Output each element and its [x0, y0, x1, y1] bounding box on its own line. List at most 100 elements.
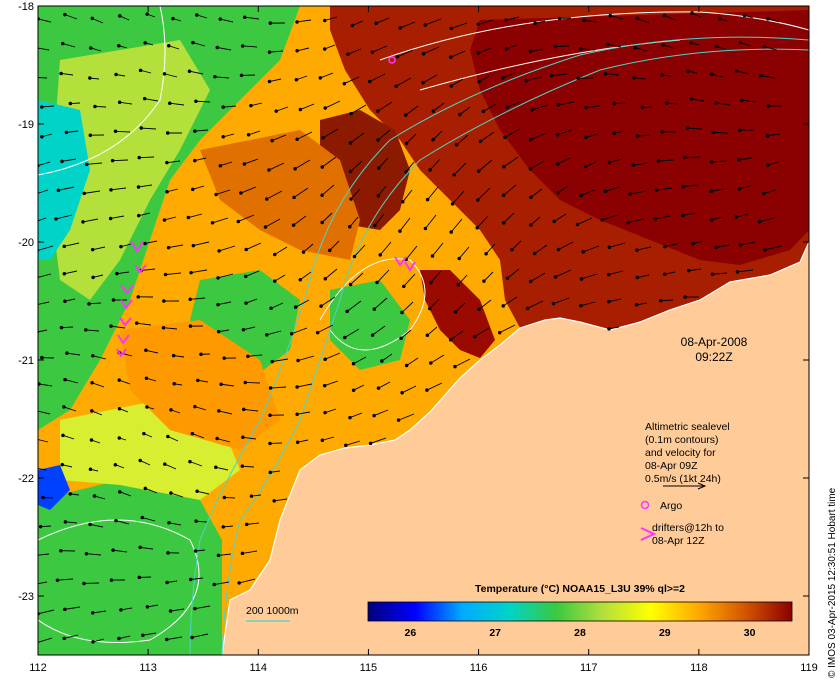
velocity-arrow-head	[582, 18, 586, 23]
velocity-arrow	[350, 104, 367, 115]
velocity-arrow-head	[237, 581, 241, 585]
velocity-arrow	[266, 330, 282, 336]
velocity-arrow-head	[346, 52, 350, 56]
velocity-arrow-head	[377, 166, 381, 170]
velocity-arrow-head	[449, 55, 453, 59]
velocity-arrow-head	[195, 13, 199, 17]
velocity-arrow-head	[63, 520, 68, 524]
velocity-arrow-head	[90, 247, 95, 252]
velocity-arrow-head	[142, 96, 147, 101]
velocity-arrow	[451, 78, 464, 87]
velocity-arrow	[317, 324, 334, 334]
velocity-arrow-head	[342, 335, 347, 340]
velocity-arrow-head	[249, 103, 253, 108]
velocity-arrow	[138, 212, 151, 217]
velocity-arrow	[166, 636, 183, 641]
velocity-arrow	[459, 106, 471, 116]
velocity-arrow-head	[218, 17, 223, 21]
velocity-arrow-head	[612, 131, 616, 136]
velocity-arrow-head	[38, 524, 43, 529]
velocity-arrow-head	[239, 73, 244, 78]
velocity-arrow-head	[90, 16, 95, 21]
sst-cyan-west	[38, 100, 90, 260]
velocity-arrow	[530, 188, 543, 198]
velocity-arrow	[531, 104, 549, 111]
velocity-arrow-head	[578, 47, 583, 51]
velocity-arrow-head	[370, 333, 375, 337]
velocity-arrow-head	[473, 334, 477, 339]
velocity-arrow	[399, 217, 411, 232]
velocity-arrow-head	[660, 73, 665, 77]
sst-blue-patch	[38, 465, 70, 510]
velocity-arrow	[422, 74, 438, 84]
velocity-arrow	[212, 217, 229, 224]
velocity-arrow-head	[212, 582, 216, 587]
velocity-arrow-head	[350, 23, 355, 28]
velocity-arrow	[164, 73, 178, 78]
velocity-arrow	[608, 270, 624, 276]
velocity-arrow	[324, 16, 338, 21]
velocity-arrow	[276, 106, 289, 112]
velocity-arrow	[478, 19, 494, 25]
drifter-marker	[134, 264, 147, 274]
velocity-arrow	[345, 440, 361, 446]
velocity-arrow	[215, 466, 229, 471]
velocity-arrow-head	[90, 409, 94, 413]
velocity-arrow	[38, 439, 49, 443]
velocity-arrow-head	[477, 169, 481, 173]
velocity-arrow-head	[268, 470, 273, 475]
velocity-arrow	[62, 434, 75, 440]
velocity-arrow	[136, 322, 152, 326]
velocity-arrow-head	[289, 332, 294, 336]
velocity-arrow	[38, 77, 48, 79]
velocity-arrow-head	[689, 41, 693, 45]
velocity-arrow-head	[663, 272, 667, 276]
velocity-arrow-head	[504, 47, 509, 51]
velocity-arrow-head	[110, 158, 115, 163]
velocity-arrow-head	[265, 197, 269, 201]
velocity-arrow-head	[193, 404, 197, 409]
velocity-arrow-head	[400, 310, 404, 315]
velocity-arrow-head	[169, 408, 173, 412]
velocity-arrow	[243, 326, 256, 331]
velocity-arrow-head	[504, 18, 508, 22]
velocity-arrow	[474, 327, 490, 337]
velocity-arrow	[164, 216, 177, 221]
lat-tick-label: -21	[18, 355, 34, 367]
velocity-arrow-head	[298, 278, 303, 282]
velocity-arrow-head	[658, 298, 663, 303]
velocity-arrow	[141, 127, 157, 130]
velocity-arrow-head	[482, 279, 486, 283]
velocity-arrow	[350, 160, 363, 172]
isobath-label: 200 1000m	[246, 605, 299, 617]
velocity-arrow-head	[273, 252, 277, 257]
lon-tick-label: 114	[250, 662, 268, 674]
velocity-arrow	[530, 132, 547, 141]
velocity-arrow	[503, 156, 519, 168]
velocity-arrow-head	[352, 254, 357, 259]
velocity-arrow	[223, 105, 237, 108]
velocity-arrow	[456, 134, 469, 146]
velocity-arrow-head	[529, 223, 533, 227]
velocity-arrow	[322, 128, 339, 139]
velocity-arrow-head	[635, 275, 640, 280]
velocity-arrow-head	[349, 111, 353, 116]
velocity-arrow-head	[270, 359, 274, 364]
velocity-arrow	[433, 102, 445, 112]
velocity-arrow-head	[171, 353, 176, 358]
velocity-arrow	[399, 21, 416, 29]
velocity-arrow	[115, 130, 131, 133]
velocity-arrow	[145, 487, 158, 494]
velocity-arrow	[664, 14, 676, 21]
velocity-arrow-head	[579, 277, 584, 281]
velocity-arrow	[120, 607, 133, 611]
velocity-arrow-head	[242, 15, 247, 19]
velocity-arrow-head	[193, 606, 197, 611]
velocity-arrow	[602, 214, 619, 221]
velocity-arrow-head	[635, 16, 639, 21]
velocity-arrow-head	[376, 138, 380, 142]
velocity-arrow-head	[690, 11, 694, 15]
velocity-arrow-head	[449, 26, 454, 31]
velocity-arrow-head	[139, 126, 144, 130]
velocity-arrow-head	[62, 636, 66, 641]
